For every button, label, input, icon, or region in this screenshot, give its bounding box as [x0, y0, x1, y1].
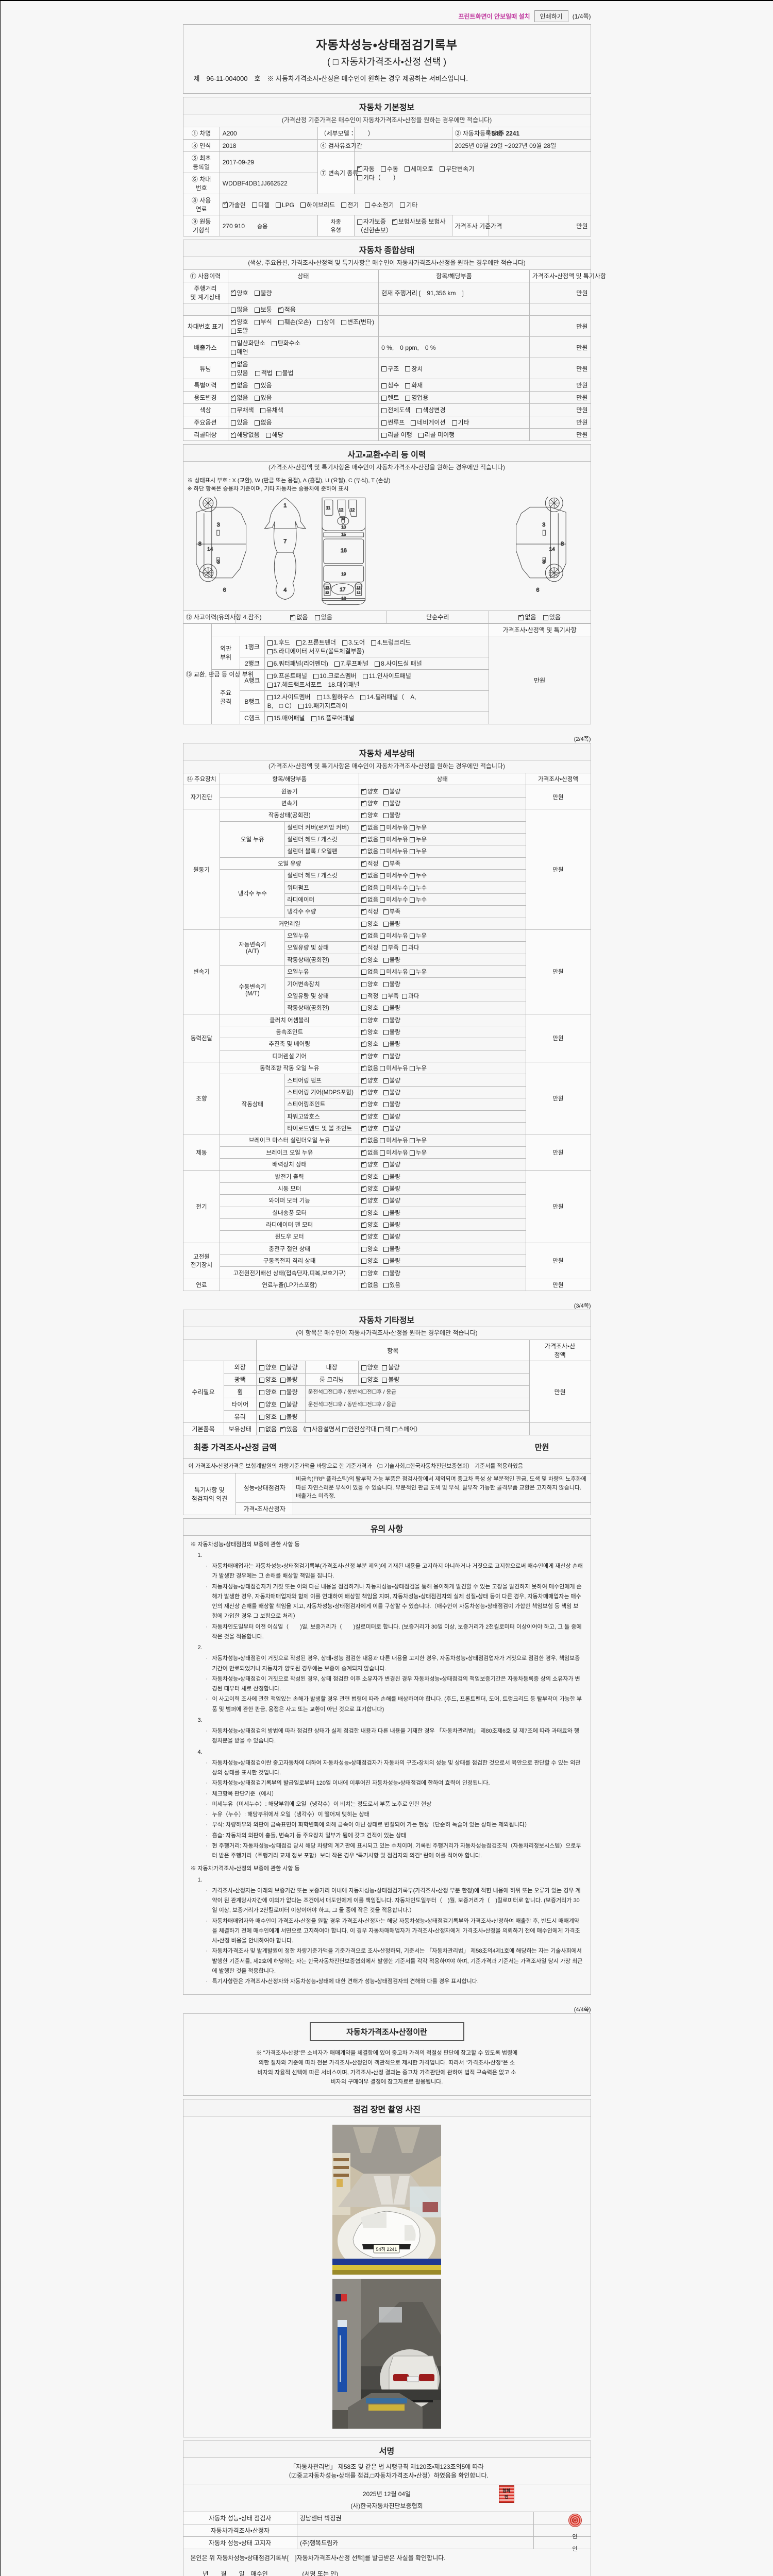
svg-text:6: 6 [223, 587, 226, 594]
svg-text:1: 1 [283, 502, 287, 509]
svg-text:12: 12 [357, 591, 361, 595]
svg-text:10: 10 [341, 525, 346, 530]
svg-text:8: 8 [561, 541, 564, 547]
svg-text:14: 14 [549, 547, 555, 552]
svg-text:3: 3 [216, 522, 220, 528]
svg-text:6: 6 [536, 587, 539, 594]
svg-text:4: 4 [283, 587, 287, 594]
svg-text:18: 18 [341, 597, 346, 601]
svg-text:12: 12 [325, 591, 329, 595]
svg-text:13: 13 [341, 517, 345, 521]
svg-text:12: 12 [350, 507, 355, 512]
svg-text:3: 3 [542, 559, 545, 565]
svg-text:13: 13 [357, 586, 361, 590]
svg-text:12: 12 [339, 507, 343, 512]
svg-text:13: 13 [325, 586, 329, 590]
svg-text:14: 14 [207, 547, 213, 552]
svg-text:16: 16 [340, 548, 346, 554]
svg-text:11: 11 [326, 505, 330, 510]
svg-text:19: 19 [341, 572, 346, 577]
svg-text:7: 7 [283, 538, 287, 545]
svg-text:8: 8 [198, 541, 201, 547]
svg-text:54허 2241: 54허 2241 [376, 2247, 397, 2252]
svg-text:3: 3 [216, 559, 220, 565]
svg-text:17: 17 [340, 587, 346, 593]
svg-text:15: 15 [341, 532, 346, 537]
svg-text:3: 3 [542, 522, 545, 528]
